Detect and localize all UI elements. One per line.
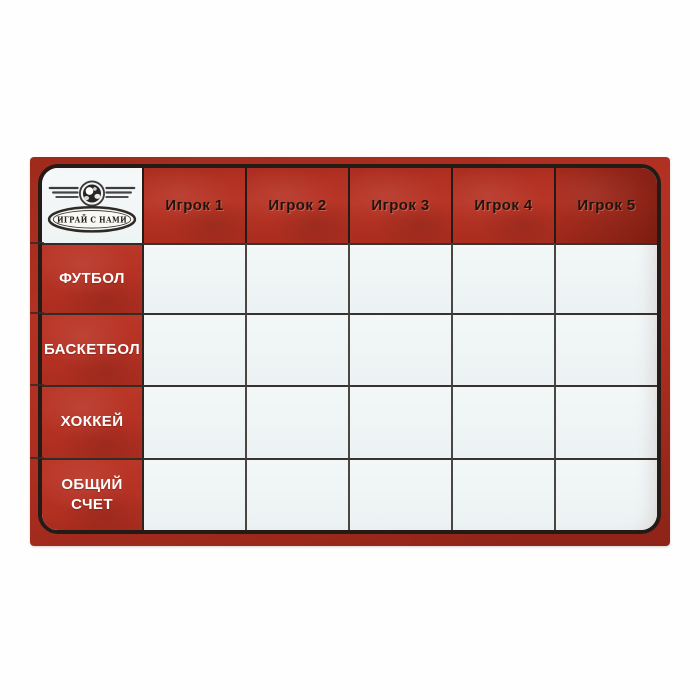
brand-logo-cell: ИГРАЙ С НАМИ	[42, 168, 142, 243]
row-header-football: ФУТБОЛ	[42, 243, 142, 313]
column-header-player-1: Игрок 1	[142, 168, 245, 243]
scoreboard-card: ИГРАЙ С НАМИ Игрок 1 Игрок 2 Игрок 3 Игр…	[30, 157, 670, 546]
score-cell-hockey-p5[interactable]	[554, 385, 657, 458]
soccer-ball-badge-icon: ИГРАЙ С НАМИ	[47, 180, 137, 233]
score-cell-total-p1[interactable]	[142, 458, 245, 530]
score-cell-basketball-p2[interactable]	[245, 313, 348, 385]
score-cell-football-p5[interactable]	[554, 243, 657, 313]
column-header-player-5: Игрок 5	[554, 168, 657, 243]
score-cell-hockey-p4[interactable]	[451, 385, 554, 458]
column-header-player-3: Игрок 3	[348, 168, 451, 243]
grid-line-stub	[30, 457, 44, 459]
score-cell-football-p4[interactable]	[451, 243, 554, 313]
score-cell-total-p4[interactable]	[451, 458, 554, 530]
grid-line-stub	[30, 312, 44, 314]
brand-logo-text: ИГРАЙ С НАМИ	[57, 212, 127, 224]
column-header-player-2: Игрок 2	[245, 168, 348, 243]
score-cell-basketball-p5[interactable]	[554, 313, 657, 385]
score-cell-total-p3[interactable]	[348, 458, 451, 530]
score-table: ИГРАЙ С НАМИ Игрок 1 Игрок 2 Игрок 3 Игр…	[38, 164, 661, 534]
row-header-total: ОБЩИЙ СЧЕТ	[42, 458, 142, 530]
score-cell-basketball-p4[interactable]	[451, 313, 554, 385]
score-cell-football-p2[interactable]	[245, 243, 348, 313]
score-cell-hockey-p2[interactable]	[245, 385, 348, 458]
score-cell-total-p5[interactable]	[554, 458, 657, 530]
score-cell-football-p3[interactable]	[348, 243, 451, 313]
row-header-basketball: БАСКЕТБОЛ	[42, 313, 142, 385]
grid-line-stub	[30, 242, 44, 244]
grid-line-stub	[30, 384, 44, 386]
score-cell-basketball-p1[interactable]	[142, 313, 245, 385]
row-header-hockey: ХОККЕЙ	[42, 385, 142, 458]
score-cell-basketball-p3[interactable]	[348, 313, 451, 385]
column-header-player-4: Игрок 4	[451, 168, 554, 243]
score-cell-total-p2[interactable]	[245, 458, 348, 530]
score-cell-football-p1[interactable]	[142, 243, 245, 313]
score-cell-hockey-p1[interactable]	[142, 385, 245, 458]
score-cell-hockey-p3[interactable]	[348, 385, 451, 458]
